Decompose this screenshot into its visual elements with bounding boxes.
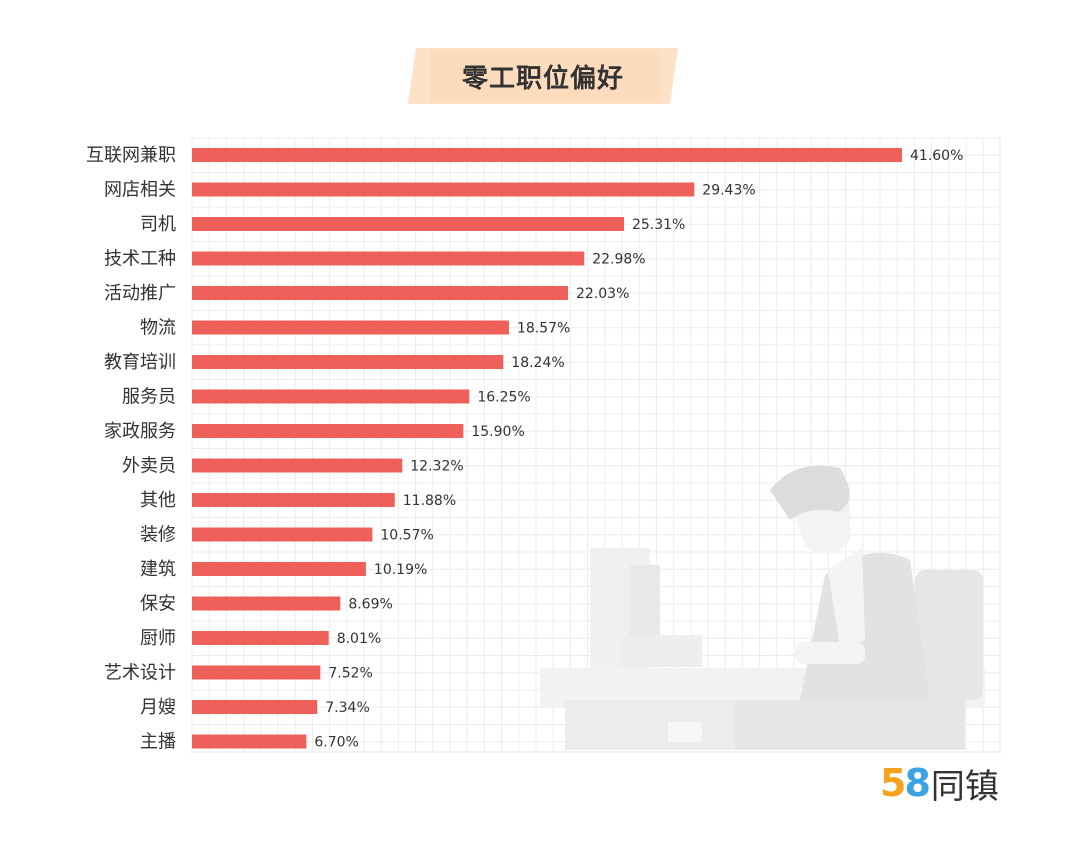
bar [192, 700, 318, 714]
category-labels: 互联网兼职网店相关司机技术工种活动推广物流教育培训服务员家政服务外卖员其他装修建… [86, 145, 176, 753]
value-label: 22.03% [576, 286, 629, 302]
bar [192, 458, 403, 473]
bar [192, 251, 585, 266]
value-label: 22.98% [592, 252, 645, 268]
bar [192, 355, 504, 369]
category-label: 其他 [140, 490, 176, 511]
bar [192, 596, 341, 611]
logo-digit-five: 5 [880, 761, 906, 805]
category-label: 互联网兼职 [86, 145, 176, 166]
value-label: 18.24% [511, 355, 564, 371]
category-label: 装修 [140, 525, 176, 546]
category-label: 艺术设计 [104, 663, 176, 684]
logo-brand-name: 同镇 [930, 766, 999, 807]
bar [192, 182, 695, 197]
value-label: 16.25% [477, 390, 530, 406]
value-label: 7.34% [325, 700, 369, 716]
title-banner-shape [408, 48, 678, 104]
value-label: 25.31% [632, 217, 685, 233]
category-label: 保安 [140, 594, 176, 615]
value-label: 29.43% [702, 183, 755, 199]
bar [192, 631, 329, 645]
bar [192, 734, 307, 749]
value-label: 8.01% [337, 631, 381, 647]
category-label: 外卖员 [122, 456, 176, 477]
category-label: 教育培训 [104, 352, 176, 373]
value-label: 11.88% [403, 493, 456, 509]
value-label: 10.57% [380, 528, 433, 544]
bar [192, 424, 464, 438]
value-label: 15.90% [471, 424, 524, 440]
bar-series [192, 148, 902, 749]
category-label: 物流 [140, 318, 176, 339]
category-label: 服务员 [122, 387, 176, 408]
category-label: 建筑 [140, 559, 176, 580]
bar [192, 527, 373, 542]
bar [192, 389, 470, 404]
value-label: 10.19% [374, 562, 427, 578]
value-label: 41.60% [910, 148, 963, 164]
bar [192, 148, 902, 162]
bar [192, 665, 321, 680]
chart-title-banner: 零工职位偏好 [408, 48, 678, 104]
category-label: 活动推广 [104, 283, 176, 304]
category-label: 月嫂 [140, 697, 176, 718]
value-label: 7.52% [328, 666, 372, 682]
logo-digit-eight: 8 [904, 761, 930, 805]
value-label: 6.70% [314, 735, 358, 751]
category-label: 主播 [140, 732, 176, 753]
category-label: 厨师 [140, 628, 176, 649]
category-label: 网店相关 [104, 180, 176, 201]
bar [192, 286, 568, 300]
value-labels: 41.60% 29.43% 25.31% 22.98% 22.03% 18.57% 18.2… [314, 148, 963, 751]
value-label: 8.69% [348, 597, 392, 613]
bar [192, 217, 624, 231]
value-label: 12.32% [410, 459, 463, 475]
chart-title: 零工职位偏好 [461, 63, 624, 94]
value-label: 18.57% [517, 321, 570, 337]
bar [192, 562, 366, 576]
category-label: 司机 [140, 214, 176, 235]
brand-logo: 5 8 同镇 [880, 758, 999, 808]
category-label: 家政服务 [104, 421, 176, 442]
office-worker-illustration [540, 465, 985, 750]
bar [192, 320, 509, 335]
bar [192, 493, 395, 507]
category-label: 技术工种 [104, 249, 176, 270]
